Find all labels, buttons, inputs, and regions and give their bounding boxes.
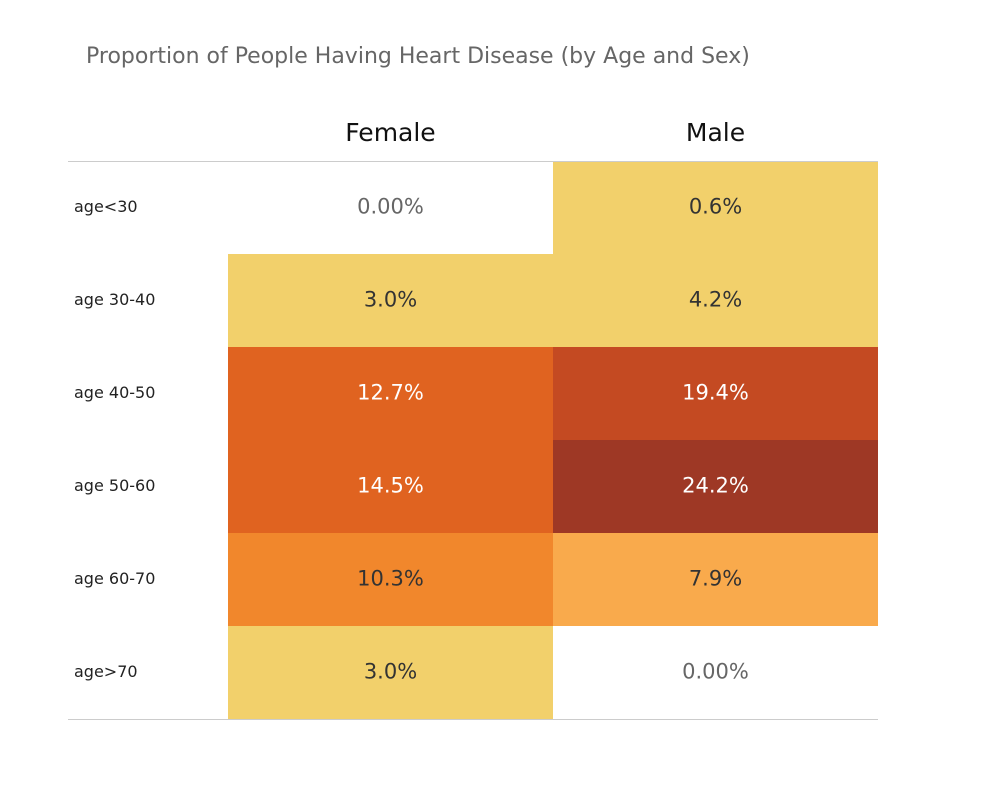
heatmap-cell bbox=[228, 626, 553, 719]
heatmap-cell bbox=[553, 254, 878, 347]
heatmap-cell bbox=[228, 347, 553, 440]
row-labels: age<30 age 30-40 age 40-50 age 50-60 age 60-… bbox=[74, 197, 155, 681]
cell-value-label: 24.2% bbox=[682, 474, 749, 498]
cell-value-label: 0.6% bbox=[689, 195, 742, 219]
cell-value-label: 0.00% bbox=[682, 660, 749, 684]
column-headers: Female Male bbox=[345, 118, 745, 147]
cell-value-label: 19.4% bbox=[682, 381, 749, 405]
heatmap-cell bbox=[228, 440, 553, 533]
cell-value-label: 12.7% bbox=[357, 381, 424, 405]
chart-title: Proportion of People Having Heart Diseas… bbox=[86, 44, 750, 69]
heatmap-cell bbox=[553, 347, 878, 440]
column-header-male: Male bbox=[686, 118, 745, 147]
divider-lines bbox=[68, 161, 878, 720]
cell-value-label: 3.0% bbox=[364, 660, 417, 684]
heatmap-cell bbox=[228, 533, 553, 626]
heatmap-cell bbox=[553, 533, 878, 626]
row-label: age 60-70 bbox=[74, 569, 155, 588]
row-label: age 30-40 bbox=[74, 290, 155, 309]
row-label: age<30 bbox=[74, 197, 138, 216]
cell-value-label: 10.3% bbox=[357, 567, 424, 591]
column-header-female: Female bbox=[345, 118, 435, 147]
cell-value-label: 0.00% bbox=[357, 195, 424, 219]
row-label: age 40-50 bbox=[74, 383, 155, 402]
heatmap-cell bbox=[553, 626, 878, 719]
cell-value-label: 4.2% bbox=[689, 288, 742, 312]
heatmap-cell bbox=[228, 254, 553, 347]
cell-value-label: 7.9% bbox=[689, 567, 742, 591]
heatmap-cell bbox=[553, 440, 878, 533]
cell-value-label: 3.0% bbox=[364, 288, 417, 312]
row-label: age>70 bbox=[74, 662, 138, 681]
cells-layer: 0.00% 0.6% 3.0% 4.2% 12.7% 19.4% 14.5% 24.2% 10.… bbox=[228, 161, 878, 719]
row-label: age 50-60 bbox=[74, 476, 155, 495]
heatmap-cell bbox=[553, 161, 878, 254]
heatmap-cell bbox=[228, 161, 553, 254]
cell-value-label: 14.5% bbox=[357, 474, 424, 498]
